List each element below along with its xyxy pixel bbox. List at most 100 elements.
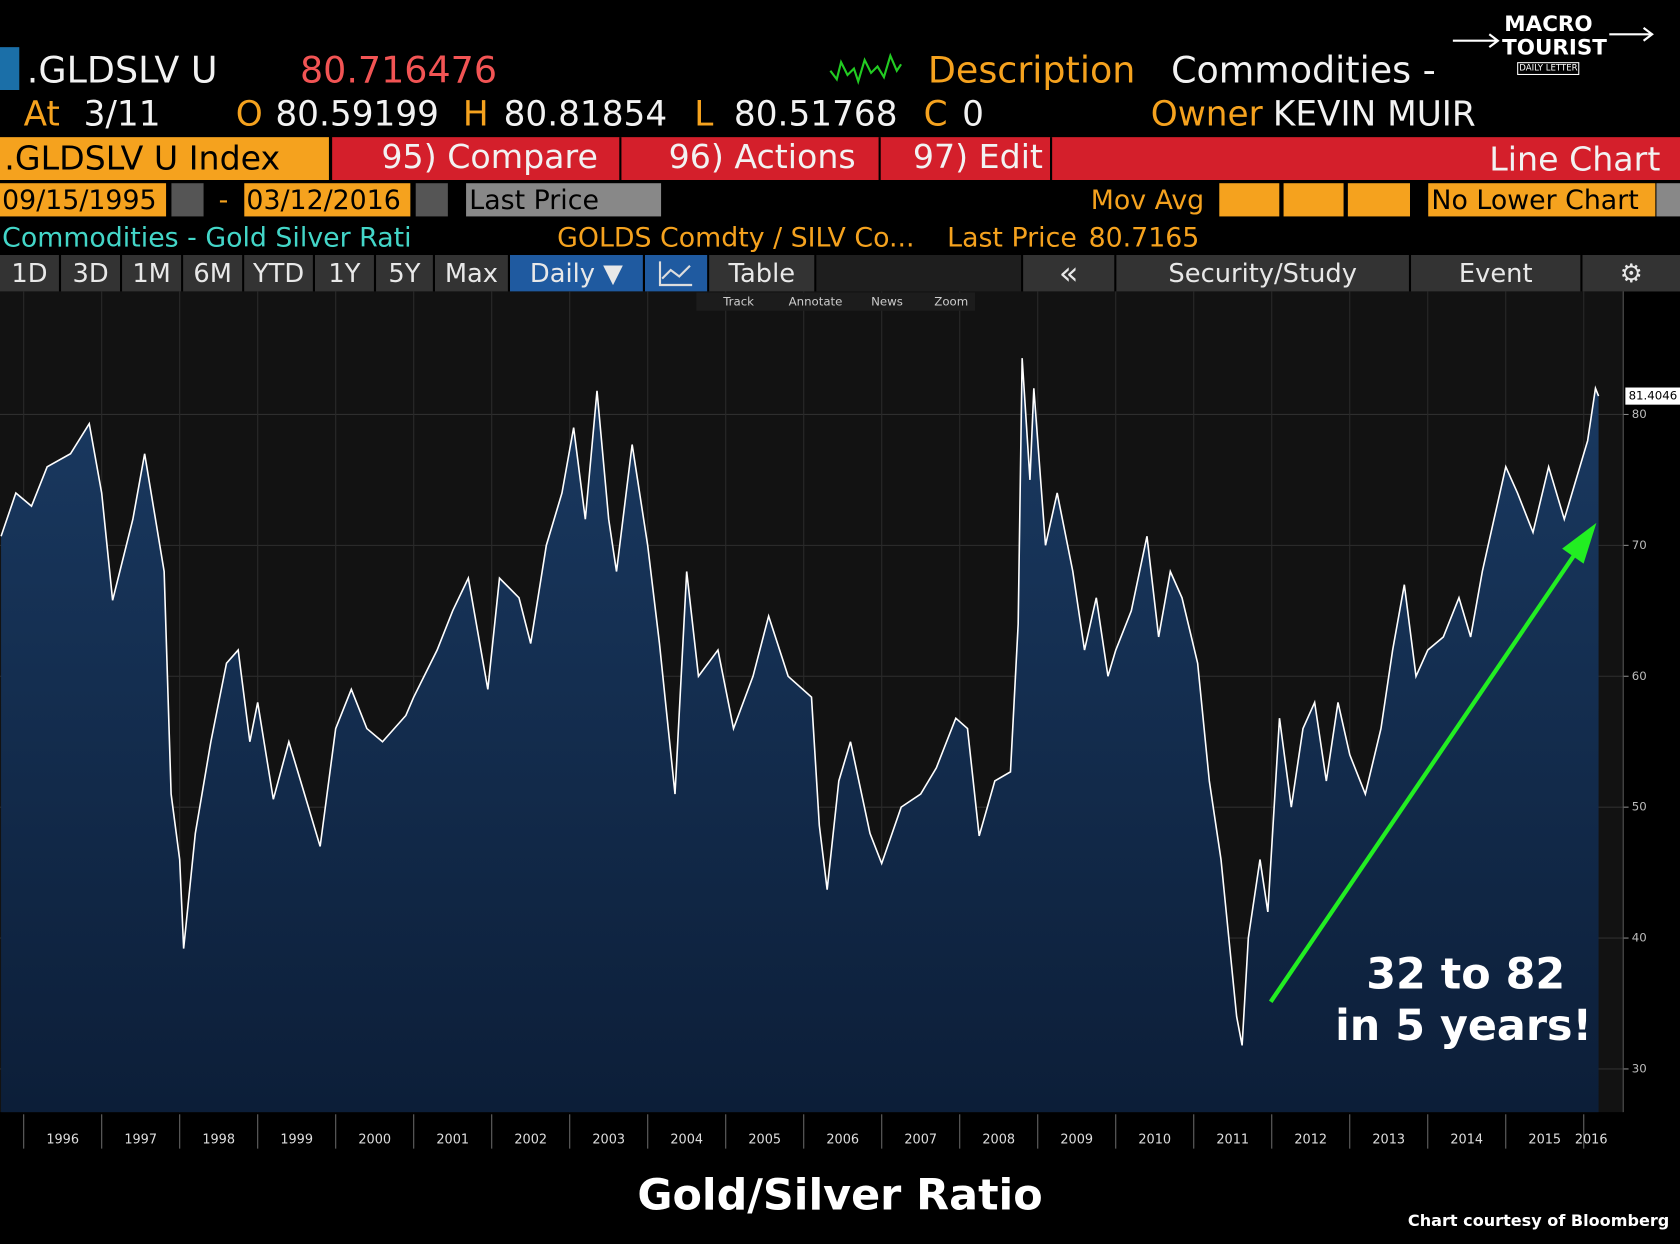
mini-tool[interactable]: News [871,295,903,309]
x-tick-label: 2012 [1294,1133,1327,1148]
back-button[interactable]: « [1023,254,1117,292]
y-tick-label: 60 [1632,669,1647,683]
period-button[interactable]: YTD [244,255,316,292]
mov-avg-input[interactable] [1219,183,1280,217]
legend-last-label: Last Price [947,221,1077,253]
spacer [816,255,1024,292]
period-button[interactable]: 1D [0,255,62,292]
security-study-button[interactable]: Security/Study [1116,255,1412,292]
button-bar: 1D 3D 1M 6M YTD 1Y 5Y Max Daily ▼ Table … [0,254,1680,292]
compare-button[interactable]: 95) Compare [381,138,598,177]
mini-tool[interactable]: Zoom [934,295,968,309]
last-value-label: 81.4046 [1629,389,1678,403]
divider [619,137,622,181]
arrow-shaft [1268,552,1577,1003]
dropdown-button[interactable] [1656,183,1680,217]
x-axis-band [0,1114,1680,1151]
x-tick-label: 2005 [748,1133,781,1148]
chart-title: Gold/Silver Ratio [637,1170,1042,1220]
end-date[interactable]: 03/12/2016 [244,183,411,217]
actions-button[interactable]: 96) Actions [668,138,856,177]
start-date[interactable]: 09/15/1995 [0,183,167,217]
period-button[interactable]: 3D [61,255,123,292]
index-label: .GLDSLV U Index [4,139,281,178]
mini-tool[interactable]: Annotate [789,295,843,309]
credit: Chart courtesy of Bloomberg [1408,1211,1669,1230]
y-tick-label: 30 [1632,1061,1647,1075]
x-tick-label: 2013 [1372,1133,1405,1148]
arrow-head [1562,522,1597,564]
mov-avg-input[interactable] [1283,183,1344,217]
x-tick-label: 2015 [1528,1133,1561,1148]
chart-type[interactable]: Line Chart [1489,140,1661,179]
legend-security: GOLDS Comdty / SILV Co... [557,221,915,253]
settings-button[interactable]: ⚙ [1582,255,1680,292]
x-tick-label: 2006 [826,1133,859,1148]
low: 80.51768 [733,93,898,134]
edit-button[interactable]: 97) Edit [912,138,1043,177]
area [1,358,1599,1113]
period-button[interactable]: 1M [122,255,184,292]
annotation: 32 to 82 [1366,950,1565,1000]
x-tick-label: 2011 [1216,1133,1249,1148]
close: 0 [962,93,984,134]
divider [1050,137,1053,181]
x-tick-label: 2002 [514,1133,547,1148]
event-button[interactable]: Event [1411,255,1583,292]
logo-text: TOURIST [1502,34,1607,61]
calendar-button[interactable] [171,183,204,217]
mini-tool[interactable]: Track [722,295,754,309]
owner-label: Owner [1150,93,1263,134]
chart-icon-button[interactable] [645,255,710,292]
field-select[interactable]: Last Price [466,183,662,217]
y-tick-label: 80 [1632,407,1647,421]
period-button[interactable]: Max [435,255,511,292]
lower-chart-text: No Lower Chart [1431,184,1639,216]
annotation: in 5 years! [1335,1001,1592,1051]
legend-last-value: 80.7165 [1088,221,1200,253]
frequency-button[interactable]: Daily ▼ [510,255,646,292]
y-tick-label: 40 [1632,931,1647,945]
period-button[interactable]: 5Y [376,255,436,292]
x-tick-label: 2016 [1575,1133,1608,1148]
x-tick-label: 2000 [358,1133,391,1148]
x-tick-label: 2003 [592,1133,625,1148]
owner: KEVIN MUIR [1272,93,1476,134]
sparkline [829,52,902,85]
mov-avg-label: Mov Avg [1090,184,1205,216]
chart-icon [658,261,693,287]
x-tick-label: 1999 [280,1133,313,1148]
mini-toolbar [696,292,976,311]
low-label: L [694,93,714,134]
date: 3/11 [83,93,161,134]
legend-name: Commodities - Gold Silver Rati [2,221,412,253]
x-tick-label: 1998 [202,1133,235,1148]
description-label: Description [927,49,1136,93]
logo-text: MACRO [1504,10,1593,37]
table-button[interactable]: Table [709,255,817,292]
x-tick-label: 2008 [982,1133,1015,1148]
mov-avg-input[interactable] [1347,183,1411,217]
x-tick-label: 2007 [904,1133,937,1148]
calendar-button[interactable] [415,183,448,217]
logo-text: DAILY LETTER [1517,62,1580,76]
period-button[interactable]: 1Y [315,255,377,292]
at-label: At [23,93,60,134]
start-date-text: 09/15/1995 [2,184,157,216]
x-tick-label: 2014 [1450,1133,1483,1148]
last-value-box [1625,387,1680,405]
lower-chart-select[interactable]: No Lower Chart [1428,183,1656,217]
end-date-text: 03/12/2016 [246,184,401,216]
high-label: H [462,93,489,134]
index-tab[interactable]: .GLDSLV U Index [0,137,329,181]
x-tick-label: 1997 [124,1133,157,1148]
x-tick-label: 2004 [670,1133,703,1148]
high: 80.81854 [503,93,668,134]
divider [878,137,881,181]
field-text: Last Price [469,184,599,216]
period-button[interactable]: 6M [183,255,245,292]
line [0,358,1600,1046]
